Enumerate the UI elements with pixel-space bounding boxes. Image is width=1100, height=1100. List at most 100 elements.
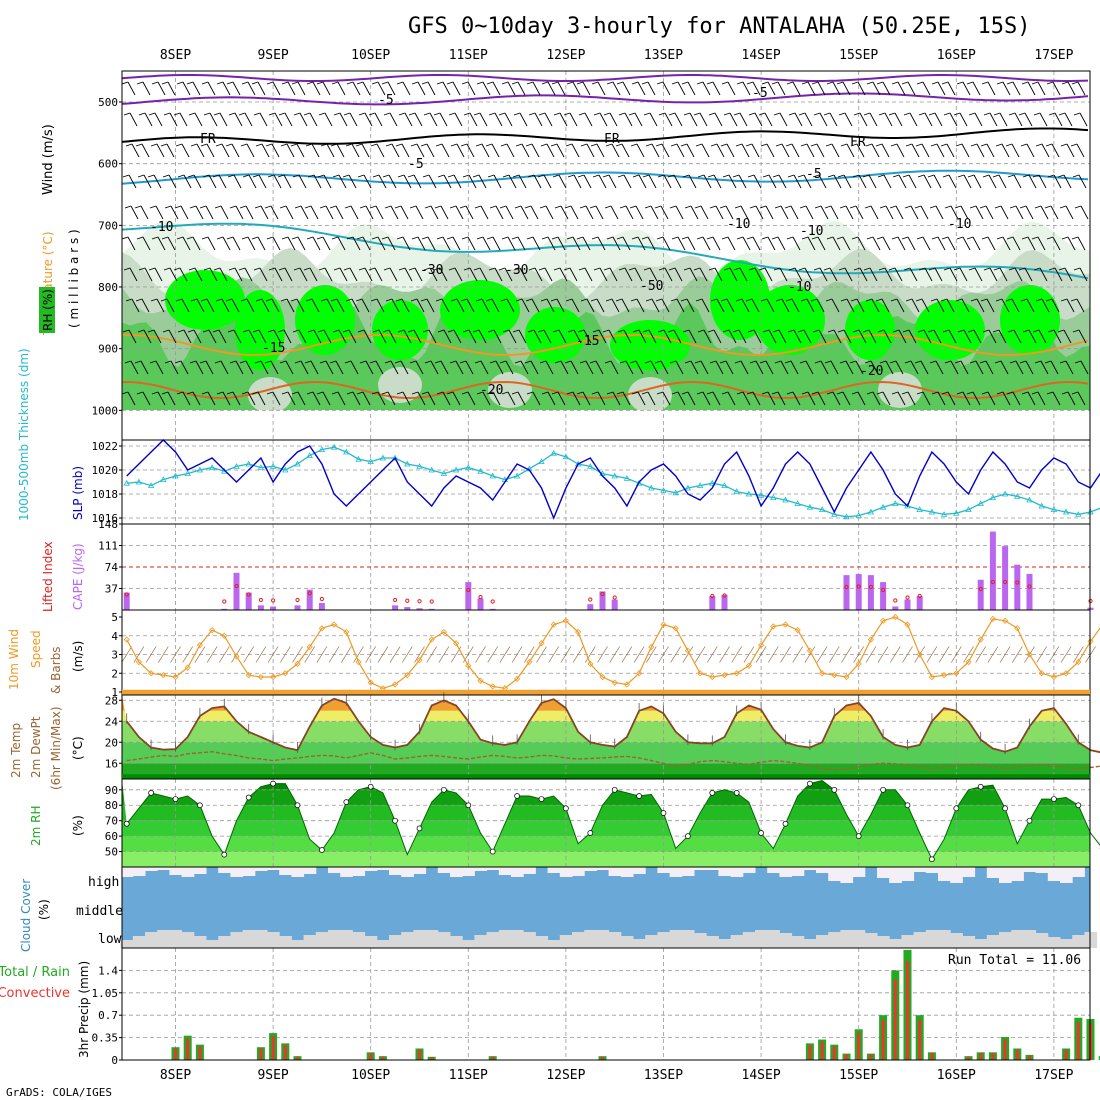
barb-flag-144 [293,112,301,116]
barb-flag-487 [697,174,705,178]
barb-601 [831,298,840,313]
barb-flag-349 [527,329,535,333]
barb-flag-591 [812,329,820,333]
barb-flag-563 [785,143,793,147]
barb-flag-512 [723,267,731,271]
barb-flag-587 [814,205,822,209]
barb-flag-292 [463,267,471,271]
barb-118 [258,329,267,344]
barb-flag-447 [645,298,653,302]
barb-flag-528 [746,81,754,85]
barb-flag-181 [331,236,339,240]
cloud-low-51 [742,932,756,948]
wind10-point-67 [941,672,948,679]
barb-425 [621,298,630,313]
barb-445 [647,236,656,251]
barb-770 [1037,81,1046,96]
barb-308 [492,81,501,96]
barb-flag-659 [891,391,899,395]
barb-flag-191 [344,205,352,209]
thickness-point-43 [648,484,655,491]
thickness-point-73 [1014,493,1021,499]
rh-point-8 [221,851,228,858]
barb-flag-611 [838,267,846,271]
ytick-left-0: 50 [105,846,118,859]
precip-conv-70 [979,1053,983,1060]
barb-295 [465,360,474,375]
wind10-barb-17 [328,646,340,663]
barb-337 [521,298,530,313]
thickness-point-27 [452,466,460,473]
barb-560 [777,391,786,406]
barb-flag-310 [485,143,493,147]
thickness-point-24 [416,463,423,469]
barb-flag-351 [526,391,534,395]
barb-flag-199 [358,112,366,116]
wind10-point-55 [794,627,801,634]
barb-30 [153,329,162,344]
barb-767 [1028,329,1037,344]
barb-flag-557 [775,298,783,302]
barb-292 [469,267,478,282]
barb-flag-175 [316,391,324,395]
wind10-barb-62 [877,646,889,663]
barb-699 [949,267,958,282]
barb-645 [881,298,890,313]
thickness-point-16 [318,446,326,452]
barb-flag-344 [527,174,535,178]
barb-10 [127,391,136,406]
cloud-high-62 [877,867,890,878]
barb-flag-569 [787,329,795,333]
barb-flag-51 [175,298,183,302]
rh-point-16 [319,847,325,853]
barb-flag-803 [1071,81,1079,85]
wind10-barb-22 [389,646,401,663]
thickness-point-47 [696,482,704,488]
barb-flag-509 [722,174,730,178]
barb-192 [352,236,361,251]
barb-flag-323 [499,205,507,209]
barb-flag-24 [150,143,158,147]
contour-label-10: -20 [480,383,503,398]
barb-flag-452 [658,112,666,116]
barb-803 [1077,81,1086,96]
rh-point-10 [245,794,252,801]
barb-512 [729,267,738,282]
barb-flag-525 [732,329,740,333]
barb-flag-190 [342,174,350,178]
barb-flag-98 [226,391,234,395]
ytick-left-0: 16 [105,757,118,770]
barb-669 [910,360,919,375]
barb-flag-420 [615,143,623,147]
barb-286 [467,81,476,96]
barb-flag-155 [303,112,311,116]
barb-558 [778,329,787,344]
barb-flag-793 [1058,112,1066,116]
barb-flag-283 [447,329,455,333]
barb-667 [911,298,920,313]
barb-flag-454 [657,174,665,178]
rh-blob-11 [1000,285,1060,355]
barb-flag-630 [862,174,870,178]
barb-5 [127,236,136,251]
barb-380 [569,267,578,282]
thickness-point-70 [977,500,984,506]
barb-flag-415 [602,329,610,333]
barb-flag-315 [485,298,493,302]
barb-212 [378,174,387,189]
barb-418 [622,81,631,96]
barb-739 [1001,143,1010,158]
barb-flag-253 [421,81,429,85]
barb-636 [870,360,879,375]
credit: GrADS: COLA/IGES [6,1086,112,1099]
contour-label-8: -10 [788,280,811,295]
barb-135 [283,174,292,189]
barb-flag-740 [992,174,1000,178]
ytick-left-0: 1 [111,686,118,699]
barb-51 [181,298,190,313]
barb-flag-590 [810,298,818,302]
barb-117 [261,298,270,313]
barb-287 [469,112,478,127]
barb-flag-55 [186,81,194,85]
barb-421 [623,174,632,189]
